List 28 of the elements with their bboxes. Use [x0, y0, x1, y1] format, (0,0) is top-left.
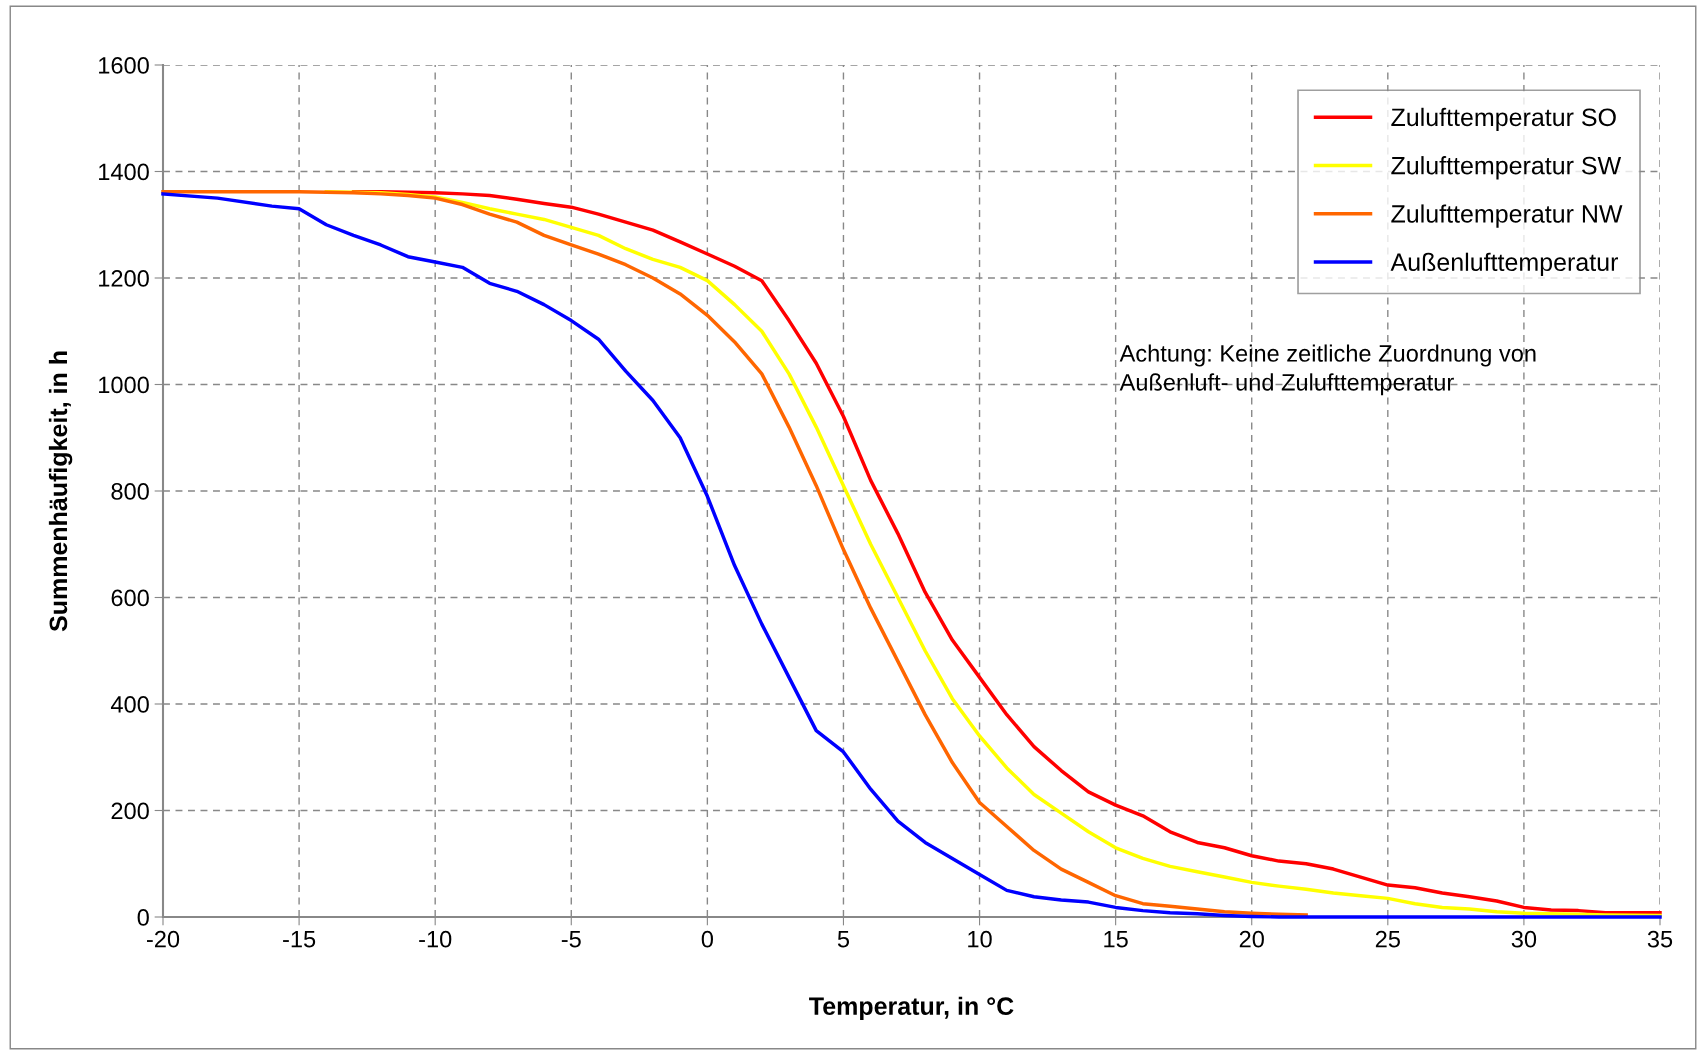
x-axis-title: Temperatur, in °C — [809, 996, 1014, 1020]
x-tick-label: -10 — [419, 930, 452, 948]
legend-label: Zulufttemperatur NW — [1391, 204, 1623, 228]
y-tick-label: 1400 — [99, 163, 149, 181]
y-tick-label: 400 — [110, 696, 149, 713]
y-tick-label: 1000 — [99, 376, 149, 394]
y-tick-label: 1600 — [99, 57, 149, 74]
x-tick-label: 0 — [701, 930, 714, 948]
legend-label: Zulufttemperatur SW — [1391, 156, 1622, 180]
x-tick-label: 15 — [1104, 931, 1128, 948]
x-tick-label: -5 — [561, 931, 581, 948]
y-tick-label: 800 — [111, 483, 149, 500]
legend-label: Zulufttemperatur SO — [1391, 107, 1616, 132]
y-tick-label: 200 — [111, 802, 149, 820]
y-tick-label: 1200 — [99, 270, 149, 287]
x-tick-label: 30 — [1511, 930, 1537, 948]
y-tick-label: 600 — [111, 589, 149, 607]
x-tick-label: 10 — [968, 930, 992, 948]
legend-label: Außenlufttemperatur — [1390, 252, 1618, 276]
y-tick-label: 0 — [137, 909, 149, 926]
x-tick-label: 35 — [1647, 930, 1673, 948]
annotation: Achtung: Keine zeitliche Zuordnung von Außenluft- und Zulufttemperatur — [1119, 344, 1536, 396]
x-tick-label: -20 — [146, 930, 180, 948]
x-tick-label: -15 — [283, 931, 316, 948]
x-tick-label: 5 — [837, 931, 850, 948]
x-tick-label: 25 — [1375, 930, 1400, 948]
x-tick-label: 20 — [1239, 930, 1264, 948]
y-axis-title: Summenhäufigkeit, in h — [48, 351, 73, 632]
